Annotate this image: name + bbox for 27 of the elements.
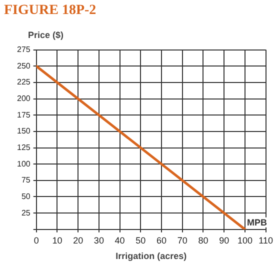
x-tick-label: 30 [94, 235, 104, 246]
x-tick-label: 60 [156, 235, 167, 246]
y-tick-label: 75 [21, 176, 31, 185]
y-tick-label: 50 [21, 192, 31, 201]
chart-title: FIGURE 18P-2 [4, 3, 96, 19]
x-tick-label: 80 [198, 235, 208, 246]
y-tick-label: 150 [16, 126, 31, 136]
y-tick-label: 175 [16, 110, 31, 120]
x-tick-label: 20 [73, 235, 84, 246]
y-tick-label: 125 [16, 142, 31, 152]
x-tick-label: 40 [114, 235, 125, 246]
y-tick-label: 275 [16, 45, 31, 54]
x-tick-label: 70 [177, 235, 188, 246]
y-tick-label: 25 [21, 208, 31, 218]
x-tick-label: 110 [258, 235, 274, 246]
x-axis-title: Irrigation (acres) [116, 251, 187, 262]
x-tick-label: 10 [52, 235, 62, 246]
y-tick-label: 100 [16, 159, 31, 168]
y-axis-title: Price ($) [28, 30, 64, 40]
x-tick-label: 100 [237, 235, 252, 246]
y-tick-label: 250 [16, 61, 31, 70]
x-tick-label: 90 [219, 235, 230, 246]
x-tick-label: 0 [34, 235, 39, 246]
y-tick-label: 200 [16, 94, 31, 103]
x-tick-label: 50 [136, 235, 146, 246]
y-tick-label: 225 [16, 78, 31, 87]
series-label: MPB [246, 217, 268, 228]
